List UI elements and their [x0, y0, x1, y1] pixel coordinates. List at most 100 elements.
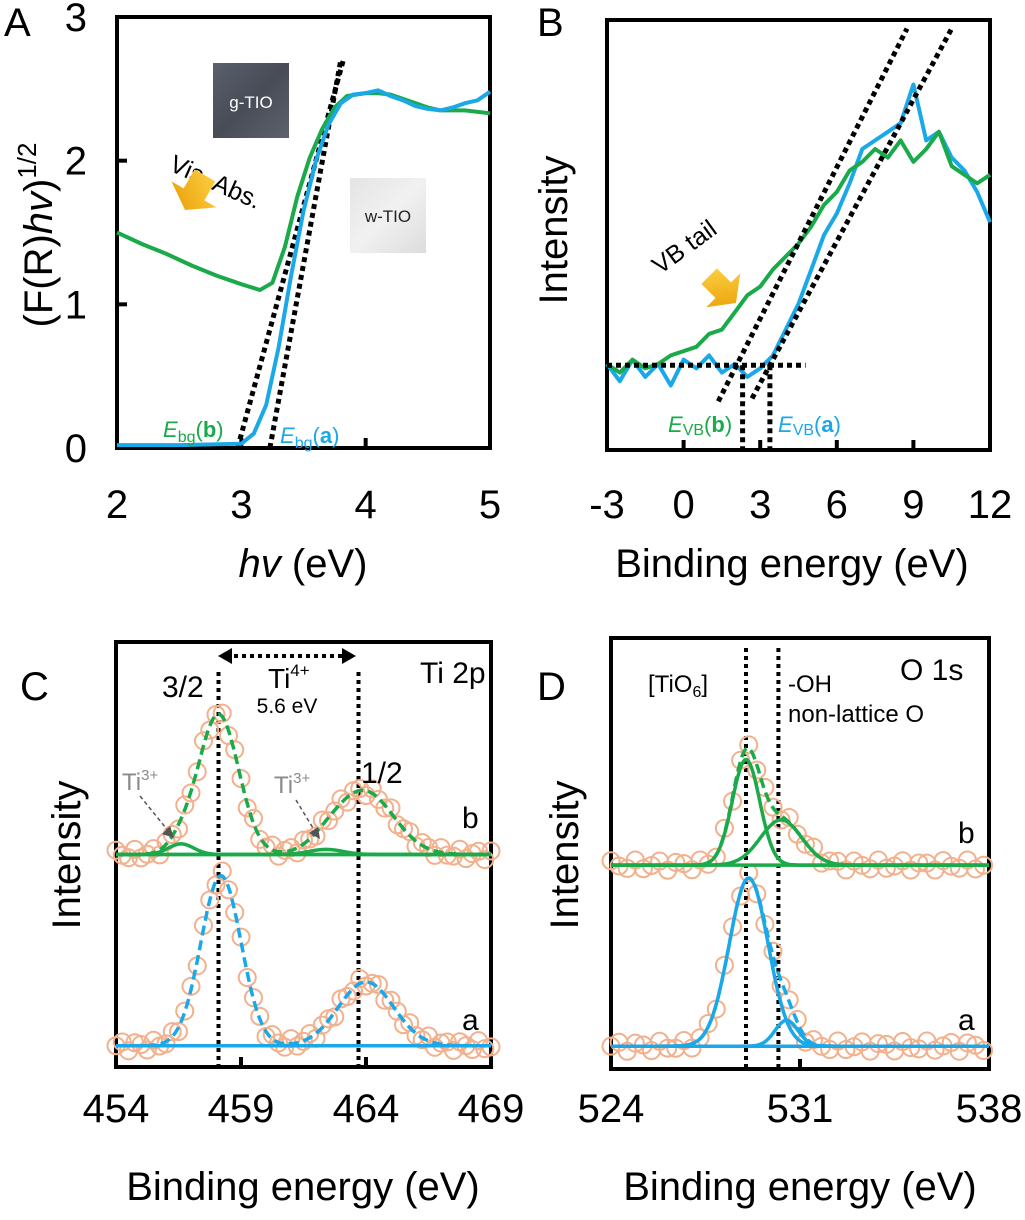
data-point-b	[350, 779, 370, 799]
panel-a-y-axis-title: (F(R)hv)1/2	[12, 142, 61, 327]
data-point-b	[739, 735, 759, 755]
ti3-arrowhead-1-icon	[162, 826, 174, 838]
series-b-line	[605, 129, 992, 375]
tangent-line	[749, 27, 954, 400]
data-point-a	[219, 880, 238, 900]
data-point-b	[779, 807, 799, 827]
component-peak-b	[611, 757, 989, 867]
w-tio-label: w-TIO	[364, 207, 411, 226]
data-point-b	[381, 798, 401, 818]
data-point-a	[362, 973, 382, 993]
x-tick-label: -3	[589, 483, 625, 527]
panel-d-y-axis-title: Intensity	[543, 781, 587, 930]
data-point-b	[337, 792, 357, 812]
oh-label: -OH	[788, 671, 832, 698]
data-point-a	[250, 1006, 270, 1026]
ti-2p3-2-label: 3/2	[162, 671, 204, 704]
plot-frame	[115, 15, 492, 450]
non-lattice-o-label: non-lattice O	[788, 701, 924, 728]
x-tick-label: 459	[208, 1087, 275, 1131]
panel-c-chart: 454 459 464 469 Ti4+ 5.6 eV 3/2 Ti 2p 1/2 T…	[45, 640, 524, 1209]
data-point-b	[412, 833, 432, 853]
vb-tail-arrow-icon	[701, 268, 741, 308]
curve-label-b: b	[462, 802, 479, 835]
data-point-b	[375, 798, 395, 818]
ti-2p-title: Ti 2p	[420, 657, 486, 690]
arrowhead-right-icon	[342, 648, 356, 664]
data-point-b	[633, 859, 653, 879]
fit-envelope-b	[116, 712, 491, 857]
data-point-a	[156, 1034, 176, 1054]
data-point-a	[212, 861, 232, 881]
panel-letter-a: A	[4, 1, 31, 45]
splitting-value-label: 5.6 eV	[257, 695, 318, 718]
x-tick-label: 9	[902, 483, 924, 527]
component-peak-a	[611, 876, 989, 1048]
data-point-a	[244, 988, 263, 1008]
data-point-b	[804, 837, 823, 857]
x-tick-label: 524	[578, 1087, 645, 1131]
x-tick-label: 454	[83, 1087, 150, 1131]
x-tick-label: 0	[672, 483, 694, 527]
curve-label-a: a	[958, 1004, 975, 1037]
data-point-a	[325, 1007, 345, 1027]
data-point-b	[175, 795, 195, 815]
x-tick-label: 3	[749, 483, 771, 527]
data-point-b	[666, 852, 686, 872]
data-point-a	[658, 1038, 678, 1058]
o-1s-title: O 1s	[900, 654, 963, 687]
data-point-a	[175, 1001, 195, 1021]
panel-letter-b: B	[537, 1, 564, 45]
x-tick-label: 5	[479, 483, 501, 527]
panel-c-y-axis-title: Intensity	[45, 781, 89, 930]
x-tick-label: 464	[333, 1087, 400, 1131]
plot-frame	[605, 18, 992, 452]
data-point-b	[312, 810, 332, 830]
panel-b-chart: -3 0 3 6 9 12 VB tail EVB(b) EVB(a) Binding e…	[532, 18, 1012, 586]
series-a-line	[117, 88, 492, 448]
ti3-pointer-1	[139, 795, 171, 834]
data-point-a	[836, 1040, 856, 1060]
panel-d-chart: 524 531 538 [TiO6] -OH non-lattice O O 1s …	[543, 636, 1023, 1209]
x-tick-label: 538	[956, 1087, 1023, 1131]
data-point-a	[344, 981, 363, 1001]
ebg-b-label: Ebg(b)	[163, 417, 224, 446]
y-tick-label: 2	[65, 140, 87, 184]
ti-2p1-2-label: 1/2	[361, 757, 403, 790]
data-point-a	[137, 1040, 157, 1060]
data-point-b	[212, 703, 232, 723]
data-point-b	[909, 853, 929, 873]
data-point-b	[319, 811, 338, 831]
evb-a-label: EVB(a)	[778, 412, 841, 439]
data-point-a	[162, 1022, 182, 1042]
data-point-a	[237, 968, 257, 988]
curve-label-b: b	[958, 817, 975, 850]
y-tick-label: 1	[65, 283, 87, 327]
data-point-a	[625, 1033, 645, 1053]
data-point-a	[337, 987, 357, 1007]
data-point-a	[698, 1014, 718, 1034]
vb-tail-label: VB tail	[647, 215, 722, 280]
g-tio-label: g-TIO	[229, 93, 272, 112]
g-tio-sample-photo	[213, 63, 289, 138]
data-point-b	[820, 851, 840, 871]
data-point-a	[169, 1022, 188, 1042]
data-point-b	[481, 841, 501, 861]
fit-envelope-a	[611, 876, 989, 1048]
ti3-label-2: Ti3+	[274, 770, 310, 799]
panel-c-x-axis-title: Binding energy (eV)	[126, 1165, 480, 1209]
series-a-line	[605, 82, 992, 388]
vis-abs-label: Vis. Abs.	[166, 150, 266, 215]
panel-b-x-axis-title: Binding energy (eV)	[615, 542, 969, 586]
ti3-arrowhead-2-icon	[309, 827, 320, 839]
data-point-b	[450, 839, 470, 859]
panel-b-y-axis-title: Intensity	[532, 156, 576, 305]
data-point-b	[876, 858, 896, 878]
data-point-b	[306, 826, 326, 846]
data-point-b	[771, 810, 791, 830]
data-point-a	[144, 1030, 163, 1050]
data-point-a	[957, 1033, 977, 1053]
data-point-b	[244, 808, 263, 828]
fit-envelope-a	[116, 873, 491, 1048]
